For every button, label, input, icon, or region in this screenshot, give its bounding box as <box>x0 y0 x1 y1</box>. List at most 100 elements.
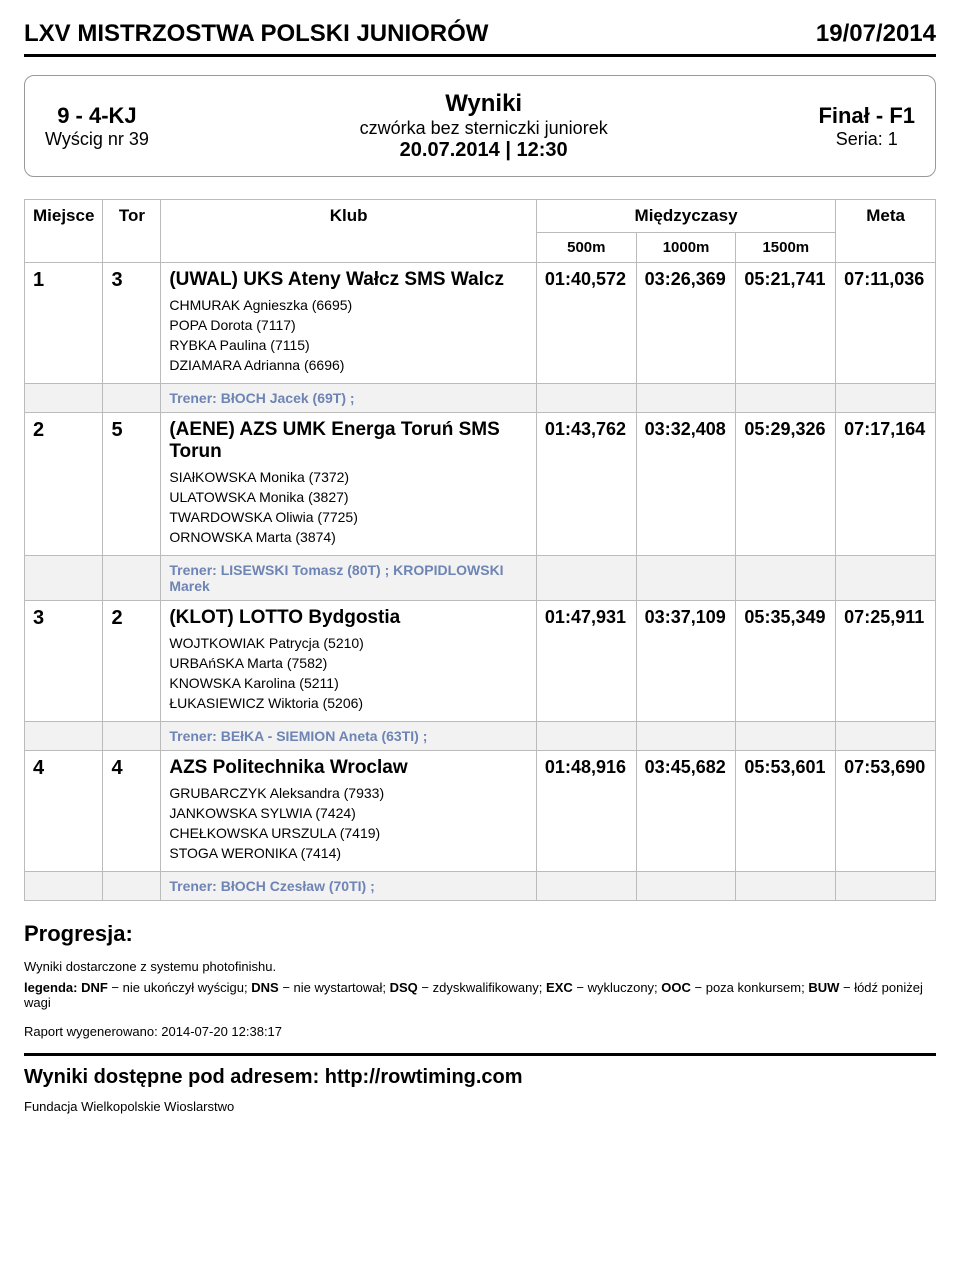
header-date: 19/07/2014 <box>816 20 936 48</box>
trainer-blank <box>836 556 936 601</box>
cell-club: (KLOT) LOTTO BydgostiaWOJTKOWIAK Patrycj… <box>161 601 537 722</box>
trainer-blank <box>25 722 103 751</box>
table-row: 13 (UWAL) UKS Ateny Wałcz SMS Walcz CHMURA… <box>25 263 936 384</box>
table-body: 13 (UWAL) UKS Ateny Wałcz SMS Walcz CHMURA… <box>25 263 936 901</box>
trainer-blank <box>836 384 936 413</box>
trainer-blank <box>736 384 836 413</box>
race-number: Wyścig nr 39 <box>45 129 149 150</box>
legend-body: DNF − nie ukończył wyścigu; DNS − nie wy… <box>24 980 923 1010</box>
col-miedzyczasy: Międzyczasy <box>536 200 835 233</box>
col-tor: Tor <box>103 200 161 263</box>
page-title: LXV MISTRZOSTWA POLSKI JUNIORÓW <box>24 20 488 48</box>
table-head: Miejsce Tor Klub Międzyczasy Meta 500m 1… <box>25 200 936 263</box>
trainer-cell: Trener: BEłKA - SIEMION Aneta (63TI) ; <box>161 722 537 751</box>
cell-place: 2 <box>25 413 103 556</box>
club-name: AZS Politechnika Wroclaw <box>169 757 528 779</box>
crew-member: URBAńSKA Marta (7582) <box>169 655 528 671</box>
crew-member: KNOWSKA Karolina (5211) <box>169 675 528 691</box>
foundation-credit: Fundacja Wielkopolskie Wioslarstwo <box>24 1099 936 1114</box>
cell-t1000: 03:37,109 <box>636 601 736 722</box>
progresja-heading: Progresja: <box>24 921 936 947</box>
crew-member: STOGA WERONIKA (7414) <box>169 845 528 861</box>
trainer-blank <box>836 722 936 751</box>
info-left: 9 - 4-KJ Wyścig nr 39 <box>45 103 149 150</box>
info-center: Wyniki czwórka bez sterniczki juniorek 2… <box>149 90 819 162</box>
crew-member: SIAłKOWSKA Monika (7372) <box>169 469 528 485</box>
cell-t1000: 03:26,369 <box>636 263 736 384</box>
crew-member: CHMURAK Agnieszka (6695) <box>169 297 528 313</box>
trainer-cell: Trener: BłOCH Czesław (70TI) ; <box>161 872 537 901</box>
results-url: Wyniki dostępne pod adresem: http://rowt… <box>24 1066 936 1089</box>
trainer-blank <box>636 556 736 601</box>
crew-member: JANKOWSKA SYLWIA (7424) <box>169 805 528 821</box>
race-info-box: 9 - 4-KJ Wyścig nr 39 Wyniki czwórka bez… <box>24 75 936 177</box>
cell-lane: 4 <box>103 751 161 872</box>
crew-member: GRUBARCZYK Aleksandra (7933) <box>169 785 528 801</box>
cell-meta: 07:25,911 <box>836 601 936 722</box>
trainer-blank <box>103 722 161 751</box>
divider <box>24 1053 936 1056</box>
footnote-legend: legenda: DNF − nie ukończył wyścigu; DNS… <box>24 980 936 1010</box>
info-right: Finał - F1 Seria: 1 <box>818 103 915 150</box>
table-row: 32(KLOT) LOTTO BydgostiaWOJTKOWIAK Patry… <box>25 601 936 722</box>
race-datetime: 20.07.2014 | 12:30 <box>149 139 819 162</box>
trainer-blank <box>636 722 736 751</box>
crew-member: POPA Dorota (7117) <box>169 317 528 333</box>
table-row: 25(AENE) AZS UMK Energa Toruń SMS Torun S… <box>25 413 936 556</box>
cell-club: AZS Politechnika Wroclaw GRUBARCZYK Aleks… <box>161 751 537 872</box>
trainer-blank <box>836 872 936 901</box>
col-meta: Meta <box>836 200 936 263</box>
page-header: LXV MISTRZOSTWA POLSKI JUNIORÓW 19/07/20… <box>24 20 936 57</box>
crew-member: DZIAMARA Adrianna (6696) <box>169 357 528 373</box>
cell-meta: 07:17,164 <box>836 413 936 556</box>
cell-t1500: 05:35,349 <box>736 601 836 722</box>
cell-t1000: 03:45,682 <box>636 751 736 872</box>
crew-member: RYBKA Paulina (7115) <box>169 337 528 353</box>
crew-member: ŁUKASIEWICZ Wiktoria (5206) <box>169 695 528 711</box>
trainer-blank <box>25 556 103 601</box>
cell-place: 1 <box>25 263 103 384</box>
trainer-blank <box>103 872 161 901</box>
race-code: 9 - 4-KJ <box>45 103 149 129</box>
final-label: Finał - F1 <box>818 103 915 129</box>
trainer-blank <box>25 384 103 413</box>
trainer-blank <box>736 556 836 601</box>
trainer-row: Trener: LISEWSKI Tomasz (80T) ; KROPIDLO… <box>25 556 936 601</box>
cell-t500: 01:43,762 <box>536 413 636 556</box>
trainer-cell: Trener: LISEWSKI Tomasz (80T) ; KROPIDLO… <box>161 556 537 601</box>
trainer-row: Trener: BłOCH Jacek (69T) ; <box>25 384 936 413</box>
trainer-blank <box>536 556 636 601</box>
col-1000m: 1000m <box>636 233 736 263</box>
cell-t1500: 05:29,326 <box>736 413 836 556</box>
trainer-blank <box>536 722 636 751</box>
trainer-blank <box>103 556 161 601</box>
cell-t500: 01:40,572 <box>536 263 636 384</box>
legend-label: legenda: <box>24 980 77 995</box>
col-500m: 500m <box>536 233 636 263</box>
table-row: 44AZS Politechnika WroclawGRUBARCZYK Ale… <box>25 751 936 872</box>
club-name: (UWAL) UKS Ateny Wałcz SMS Walcz <box>169 269 528 291</box>
report-generated: Raport wygenerowano: 2014-07-20 12:38:17 <box>24 1024 936 1039</box>
cell-club: (UWAL) UKS Ateny Wałcz SMS Walcz CHMURAK … <box>161 263 537 384</box>
trainer-blank <box>536 384 636 413</box>
trainer-blank <box>536 872 636 901</box>
race-desc: czwórka bez sterniczki juniorek <box>149 118 819 139</box>
trainer-cell: Trener: BłOCH Jacek (69T) ; <box>161 384 537 413</box>
cell-lane: 3 <box>103 263 161 384</box>
trainer-blank <box>25 872 103 901</box>
trainer-blank <box>736 722 836 751</box>
trainer-row: Trener: BłOCH Czesław (70TI) ; <box>25 872 936 901</box>
crew-member: ORNOWSKA Marta (3874) <box>169 529 528 545</box>
cell-t500: 01:47,931 <box>536 601 636 722</box>
results-table: Miejsce Tor Klub Międzyczasy Meta 500m 1… <box>24 199 936 901</box>
trainer-row: Trener: BEłKA - SIEMION Aneta (63TI) ; <box>25 722 936 751</box>
cell-club: (AENE) AZS UMK Energa Toruń SMS Torun SIA… <box>161 413 537 556</box>
club-name: (AENE) AZS UMK Energa Toruń SMS Torun <box>169 419 528 463</box>
cell-meta: 07:11,036 <box>836 263 936 384</box>
crew-member: TWARDOWSKA Oliwia (7725) <box>169 509 528 525</box>
cell-meta: 07:53,690 <box>836 751 936 872</box>
cell-lane: 5 <box>103 413 161 556</box>
trainer-blank <box>736 872 836 901</box>
footnote-photofinish: Wyniki dostarczone z systemu photofinish… <box>24 959 936 974</box>
col-1500m: 1500m <box>736 233 836 263</box>
